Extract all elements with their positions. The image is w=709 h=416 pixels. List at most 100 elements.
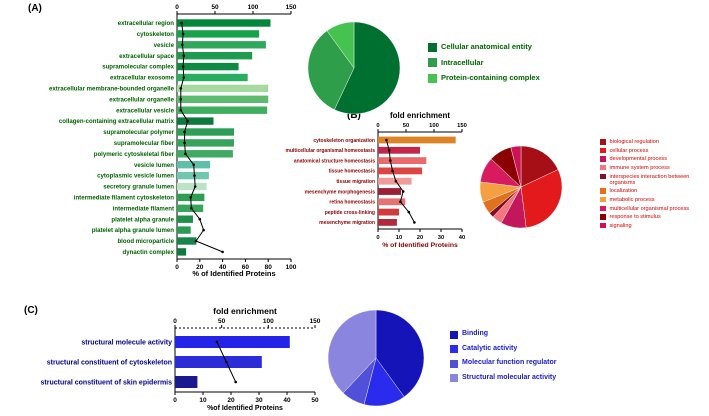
fold-enrichment-point [215, 340, 219, 344]
bar [378, 198, 406, 206]
legend-swatch [600, 164, 606, 171]
panelB-pie [479, 145, 563, 229]
category-label: structural constituent of cytoskeleton [47, 360, 172, 367]
category-label: anatomical structure homeostasis [294, 158, 375, 164]
bar [177, 139, 234, 147]
legend-swatch [450, 359, 458, 368]
pie-slice [375, 309, 425, 398]
tick-label: 60 [242, 264, 250, 271]
tick-label: 100 [263, 318, 274, 325]
bar [177, 84, 269, 93]
bar [177, 215, 193, 223]
fold-enrichment-point [394, 179, 398, 183]
bar [177, 248, 187, 256]
fold-enrichment-point [179, 87, 183, 90]
bar [177, 150, 233, 158]
pie-slice [520, 145, 559, 188]
legend-label: metabolic process [609, 196, 655, 203]
panel-a-bar-chart: 0 50 100 150 0 20 40 60 80 100 % of Identified Pro… [0, 0, 302, 298]
legend-swatch [600, 173, 606, 180]
category-label: cytoskeleton [137, 31, 175, 38]
fold-enrichment-point [183, 130, 186, 134]
tick-label: 0 [376, 123, 379, 129]
fold-enrichment-point [192, 163, 195, 166]
legend-label: response to stimulus [609, 214, 661, 221]
fold-enrichment-point [389, 159, 392, 162]
legend-label: cellular process [609, 147, 649, 154]
category-label: extracellular space [119, 53, 174, 60]
legend-swatch [450, 330, 458, 339]
panel-a-pie-legend: Cellular anatomical entity Intracellular P… [428, 42, 540, 83]
category-label: multicellular organismal homeostasis [286, 148, 376, 154]
fold-enrichment-point [182, 54, 186, 57]
legend-label: localization [609, 188, 638, 195]
bar [175, 376, 198, 388]
category-label: vesicle [154, 42, 175, 49]
legend-swatch [600, 147, 606, 154]
category-label: supramolecular polymer [103, 129, 174, 136]
tick-label: 100 [429, 123, 439, 129]
tick-label: 30 [255, 397, 263, 404]
bar [378, 167, 423, 175]
panel-a-letter: (A) [28, 3, 42, 14]
legend-item: biological regulation [600, 139, 704, 145]
bar [378, 219, 397, 226]
legend-item: response to stimulus [600, 214, 704, 220]
bar [378, 188, 402, 195]
legend-label: Molecular function regulator [462, 359, 557, 366]
tick-label: 0 [175, 4, 179, 11]
panel-b-letter: (B) [347, 110, 361, 121]
fold-enrichment-point [407, 210, 411, 214]
legend-swatch [600, 188, 606, 194]
legend-item: Catalytic activity [450, 345, 557, 353]
category-label: secretory granule lumen [103, 184, 174, 191]
fold-enrichment-point [183, 141, 186, 145]
category-label: platelet alpha granule [111, 216, 174, 223]
category-label: structural molecule activity [81, 340, 172, 347]
legend-label: developmental process [609, 156, 668, 163]
legend-swatch [600, 156, 606, 162]
legend-swatch [600, 196, 606, 203]
panel-c-letter: (C) [24, 305, 38, 316]
category-label: polymeric cytoskeletal fiber [94, 151, 175, 158]
legend-item: localization [600, 188, 704, 194]
legend-label: immune system process [609, 164, 670, 171]
bar [177, 117, 214, 125]
category-label: extracellular exosome [110, 75, 175, 82]
legend-swatch [428, 58, 437, 67]
bar [177, 73, 248, 82]
bar [378, 136, 456, 144]
x-axis-label: % of Identified Proteins [382, 242, 458, 249]
fold-enrichment-point [399, 200, 402, 204]
legend-item: developmental process [600, 156, 704, 162]
category-label: tissue migration [336, 179, 375, 185]
x-axis-label: %of Identified Proteins [207, 405, 283, 412]
fold-enrichment-point [181, 65, 185, 68]
legend-swatch [600, 214, 606, 220]
bar [175, 336, 290, 348]
legend-label: Protein-containing complex [441, 73, 540, 82]
category-label: cytoskeleton organization [313, 138, 375, 144]
pie-slice [334, 21, 401, 115]
pie-slice [520, 169, 563, 228]
legend-item: cellular process [600, 147, 704, 154]
panel-a-pie-chart [302, 16, 406, 120]
legend-swatch [600, 139, 606, 145]
bar [177, 41, 266, 49]
legend-label: biological regulation [609, 139, 659, 145]
tick-label: 20 [196, 264, 204, 271]
bar [177, 19, 271, 27]
panelA-bar: 0 50 100 150 0 20 40 60 80 100 % of Identified Pro… [49, 4, 297, 278]
fold-enrichment-point [225, 360, 228, 364]
panelB-bar: 0 50 100 150 fold enrichment 0 10 20 30 40% of Id… [286, 111, 467, 249]
legend-item: Molecular function regulator [450, 359, 557, 368]
fold-enrichment-point [198, 217, 202, 221]
tick-label: 50 [211, 4, 219, 11]
fold-enrichment-point [202, 228, 205, 232]
panel-c-bar-chart: 0 50 100 150 fold enrichment 0 10 20 30 40 50 %of I… [8, 302, 324, 416]
panel-c-pie-legend: Binding Catalytic activity Molecular funct… [450, 330, 557, 382]
tick-label: 40 [219, 264, 227, 271]
panelC-bar: 0 50 100 150 fold enrichment 0 10 20 30 40 50 %of I… [41, 306, 321, 412]
tick-label: 40 [283, 397, 291, 404]
